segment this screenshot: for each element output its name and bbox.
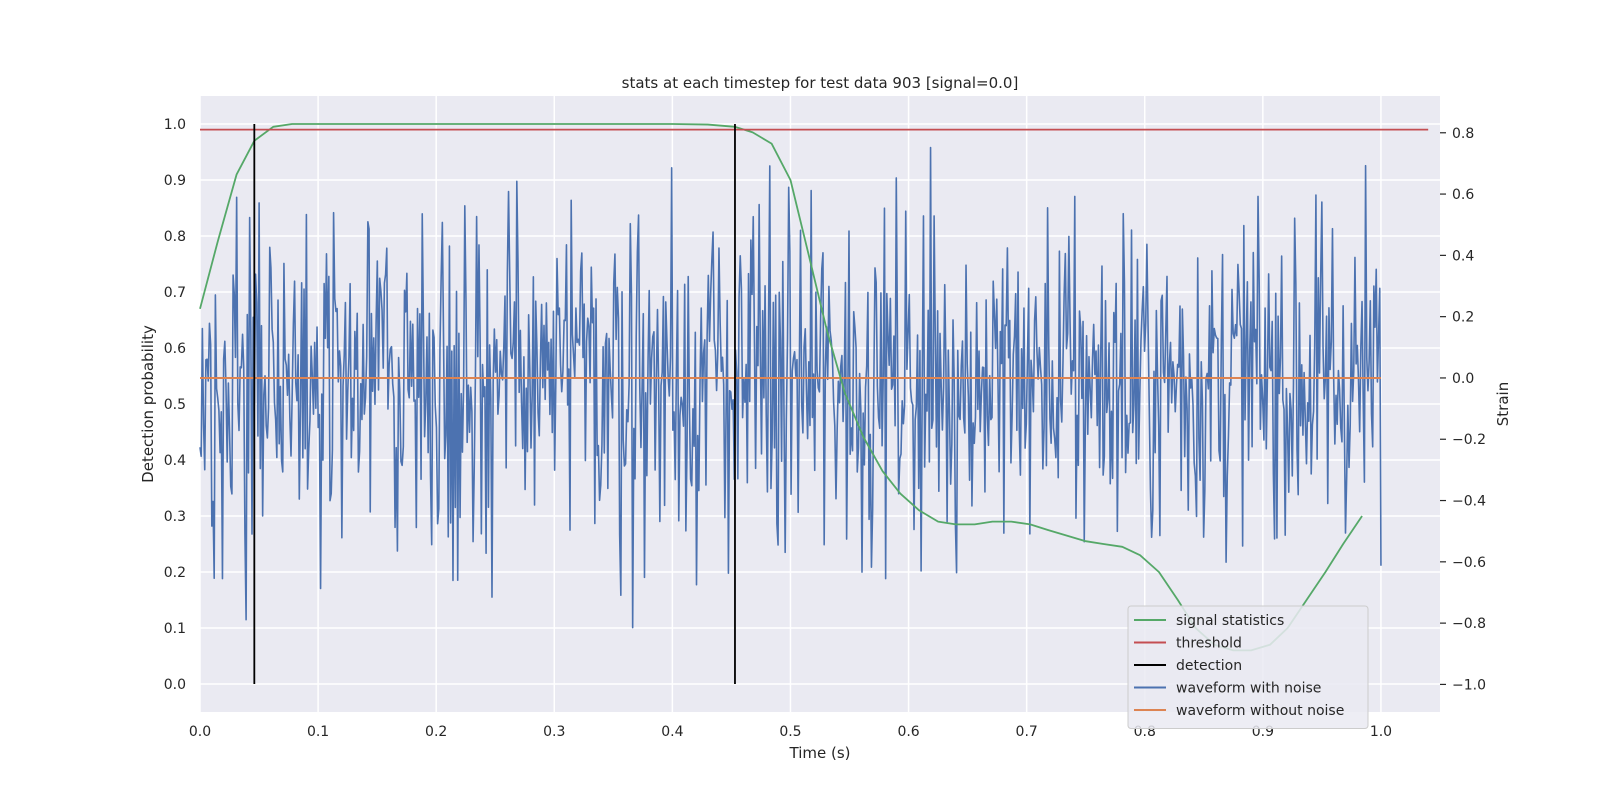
y-right-tick-label: 0.2 [1452,310,1474,326]
y-left-tick-label: 0.4 [164,453,186,469]
y-left-tick-label: 0.2 [164,565,186,581]
chart-title: stats at each timestep for test data 903… [622,74,1019,92]
x-tick-label: 0.6 [897,724,919,740]
y-right-tick-label: 0.0 [1452,371,1474,387]
x-tick-label: 0.3 [543,724,565,740]
y-left-tick-label: 1.0 [164,117,186,133]
legend-label: signal statistics [1176,613,1284,629]
y-left-tick-label: 0.9 [164,173,186,189]
y-right-tick-label: 0.4 [1452,248,1474,264]
y-left-tick-label: 0.1 [164,621,186,637]
x-axis-title: Time (s) [789,744,851,762]
x-tick-label: 0.5 [779,724,801,740]
series-layer [199,123,1429,684]
y-right-axis-ticks: −1.0 −0.8 −0.6 −0.4 −0.2 0.0 0.2 0.4 0.6 0.8 [1440,126,1486,693]
legend-label: detection [1176,658,1242,674]
legend: signal statistics threshold detection wavef… [1127,605,1369,729]
x-tick-label: 0.4 [661,724,683,740]
y-right-tick-label: −0.6 [1452,555,1486,571]
y-left-axis-title: Detection probability [139,325,157,483]
x-tick-label: 0.2 [425,724,447,740]
legend-label: threshold [1176,636,1242,652]
legend-label: waveform without noise [1176,703,1344,719]
y-right-tick-label: 0.6 [1452,187,1474,203]
x-tick-label: 0.7 [1016,724,1038,740]
y-right-tick-label: −0.8 [1452,616,1486,632]
y-left-tick-label: 0.3 [164,509,186,525]
y-left-tick-label: 0.6 [164,341,186,357]
y-right-tick-label: −1.0 [1452,677,1486,693]
y-left-tick-label: 0.0 [164,677,186,693]
y-right-tick-label: −0.2 [1452,432,1486,448]
x-tick-label: 1.0 [1370,724,1392,740]
y-right-tick-label: 0.8 [1452,126,1474,142]
y-left-tick-label: 0.8 [164,229,186,245]
y-left-tick-label: 0.5 [164,397,186,413]
y-left-tick-label: 0.7 [164,285,186,301]
legend-box [1127,605,1369,729]
y-right-tick-label: −0.4 [1452,494,1486,510]
x-tick-label: 0.0 [189,724,211,740]
y-right-axis-title: Strain [1494,382,1512,426]
series-waveform-with-noise [199,146,1382,629]
legend-label: waveform with noise [1176,681,1321,697]
x-tick-label: 0.1 [307,724,329,740]
y-left-axis-ticks: 0.0 0.1 0.2 0.3 0.4 0.5 0.6 0.7 0.8 0.9 1.0 [164,117,186,693]
